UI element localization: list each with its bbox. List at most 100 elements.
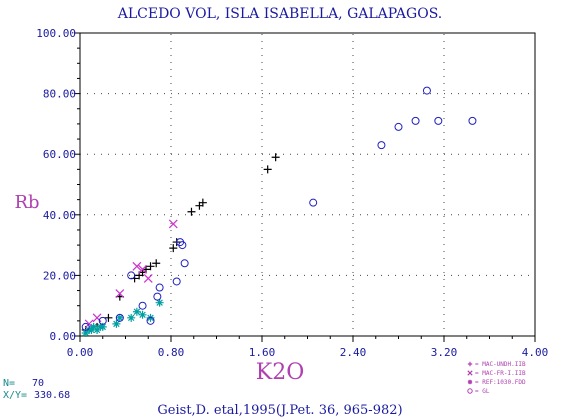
marker-shape (132, 307, 141, 316)
marker-shape (467, 388, 473, 394)
marker-shape (132, 261, 142, 271)
data-point (180, 259, 189, 268)
marker-shape (112, 319, 121, 328)
marker-shape (467, 370, 473, 376)
marker-shape (155, 298, 164, 307)
data-point (271, 153, 280, 162)
marker-shape (467, 379, 473, 385)
plot-frame (79, 32, 536, 337)
n-label: N= (3, 378, 15, 389)
x-axis-ticks: 0.00 0.80 1.60 2.40 3.20 4.00 (67, 336, 548, 359)
data-point (138, 310, 147, 319)
legend-item: = MAC-FR-I.IIB (467, 370, 526, 377)
marker-shape (93, 325, 102, 334)
data-point (132, 307, 141, 316)
data-point (172, 277, 181, 286)
x-tick-label: 1.60 (249, 346, 276, 359)
marker-shape (468, 116, 477, 125)
data-point (98, 316, 107, 325)
data-point (115, 313, 124, 322)
marker-shape (115, 313, 124, 322)
legend-item: = GL (467, 388, 490, 395)
data-point (138, 301, 147, 310)
legend-label: = MAC-FR-I.IIB (475, 370, 526, 377)
marker-shape (115, 289, 125, 299)
y-tick-label: 0.00 (50, 330, 77, 343)
marker-shape (168, 219, 178, 229)
data-point (152, 259, 161, 268)
source-citation: Geist,D. etal,1995(J.Pet. 36, 965-982) (157, 403, 402, 418)
marker-shape (153, 292, 162, 301)
data-point (178, 241, 187, 250)
marker-shape (89, 322, 98, 331)
chart-title: ALCEDO VOL, ISLA ISABELLA, GALAPAGOS. (117, 6, 443, 22)
data-point (143, 274, 153, 283)
marker-shape (434, 116, 443, 125)
data-point (468, 116, 477, 125)
data-point (411, 116, 420, 125)
marker-shape (146, 262, 155, 271)
legend: = MAC-UNDH.IIB = MAC-FR-I.IIB = REF:1030.F… (467, 361, 526, 395)
y-tick-label: 20.00 (43, 269, 76, 282)
data-point (98, 322, 107, 331)
xy-label: X/Y= (3, 390, 27, 401)
marker-shape (127, 313, 136, 322)
data-point (377, 141, 386, 150)
marker-shape (138, 301, 147, 310)
x-axis-label: K2O (256, 360, 304, 385)
marker-shape (309, 198, 318, 207)
marker-shape (127, 271, 136, 280)
marker-shape (187, 207, 196, 216)
y-axis-label: Rb (14, 192, 39, 213)
marker-shape (104, 313, 113, 322)
x-tick-label: 0.00 (67, 346, 94, 359)
data-point (112, 319, 121, 328)
data-point (309, 198, 318, 207)
marker-shape (172, 277, 181, 286)
y-tick-label: 80.00 (43, 88, 76, 101)
data-point (168, 219, 178, 229)
xy-value: 330.68 (34, 390, 70, 401)
data-point (93, 325, 102, 334)
x-tick-label: 3.20 (431, 346, 458, 359)
data-point (115, 313, 124, 322)
data-point (422, 86, 431, 95)
legend-label: = GL (475, 388, 490, 395)
marker-shape (92, 313, 102, 323)
data-point (104, 313, 113, 322)
data-point (81, 328, 90, 337)
data-point (146, 316, 155, 325)
data-point (132, 261, 142, 271)
marker-shape (138, 264, 147, 274)
marker-shape (143, 274, 153, 283)
data-point (115, 289, 125, 299)
marker-shape (422, 86, 431, 95)
marker-shape (394, 122, 403, 131)
data-point (198, 198, 207, 207)
data-point (81, 322, 90, 331)
n-value: 70 (32, 378, 44, 389)
data-point (169, 244, 178, 253)
x-tick-label: 2.40 (340, 346, 367, 359)
data-points (81, 86, 477, 337)
marker-shape (138, 310, 147, 319)
data-point (434, 116, 443, 125)
data-point (155, 298, 164, 307)
data-point (127, 313, 136, 322)
marker-shape (98, 322, 107, 331)
marker-shape (178, 241, 187, 250)
marker-shape (81, 322, 90, 331)
marker-shape (411, 116, 420, 125)
marker-shape (263, 165, 272, 174)
y-axis-ticks: 0.00 20.00 40.00 60.00 80.00 100.00 (36, 27, 80, 343)
data-point (146, 262, 155, 271)
y-tick-label: 100.00 (36, 27, 76, 40)
y-tick-label: 60.00 (43, 148, 76, 161)
legend-item: = REF:1030.FDD (467, 379, 526, 386)
y-tick-label: 40.00 (43, 209, 76, 222)
legend-item: = MAC-UNDH.IIB (467, 361, 526, 368)
marker-shape (271, 153, 280, 162)
data-point (394, 122, 403, 131)
data-point (155, 283, 164, 292)
marker-shape (169, 244, 178, 253)
